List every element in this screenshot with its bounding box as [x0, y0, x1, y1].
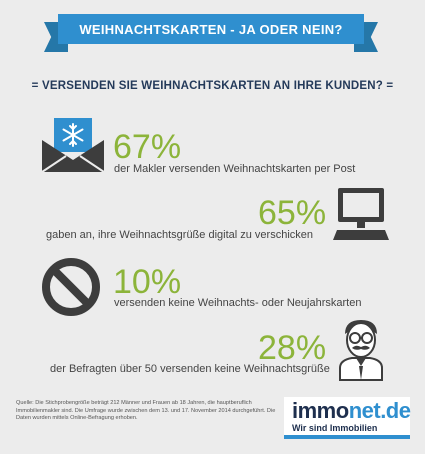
stat-text-post: der Makler versenden Weihnachtskarten pe… [114, 163, 356, 175]
logo-slogan: Wir sind Immobilien [292, 423, 378, 433]
logo-brand: immonet.de [292, 398, 411, 423]
stat-text-over50: der Befragten über 50 versenden keine We… [50, 363, 330, 375]
source-note: Quelle: Die Stichprobengröße beträgt 212… [16, 400, 276, 421]
older-man-icon [339, 320, 383, 381]
stat-percent-none: 10% [113, 263, 182, 301]
envelope-snowflake-icon [41, 118, 105, 173]
title-banner: WEIHNACHTSKARTEN - JA ODER NEIN? [44, 14, 378, 52]
logo-brand-part1: immo [292, 398, 349, 423]
prohibited-icon [42, 258, 100, 316]
stat-percent-over50: 28% [258, 329, 327, 367]
stat-text-digital: gaben an, ihre Weihnachtsgrüße digital z… [46, 229, 314, 241]
survey-question: = VERSENDEN SIE WEIHNACHTSKARTEN AN IHRE… [31, 80, 394, 92]
stat-text-none: versenden keine Weihnachts- oder Neujahr… [114, 297, 362, 309]
stat-percent-digital: 65% [258, 194, 327, 232]
immonet-logo: immonet.de Wir sind Immobilien [284, 397, 411, 439]
computer-monitor-icon [333, 188, 389, 240]
stat-percent-post: 67% [113, 128, 182, 166]
logo-brand-part2: net.de [348, 398, 411, 423]
page-title: WEIHNACHTSKARTEN - JA ODER NEIN? [58, 14, 364, 44]
